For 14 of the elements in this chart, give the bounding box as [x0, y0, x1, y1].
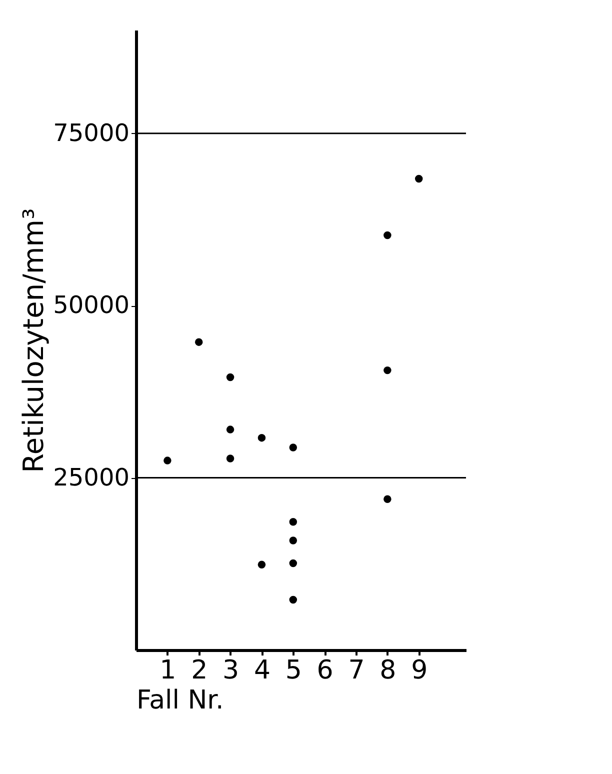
x-tick-label: 3: [222, 656, 240, 686]
y-tick-label: 75000: [53, 118, 130, 147]
x-tick-label: 6: [316, 656, 334, 686]
x-tick-label: 2: [191, 656, 208, 686]
x-tick-label: 7: [348, 656, 365, 686]
x-axis-title: Fall Nr.: [136, 686, 224, 716]
y-tick-label: 50000: [53, 291, 130, 320]
x-tick-label: 5: [285, 656, 302, 686]
x-tick-label: 9: [411, 656, 428, 686]
x-tick-label: 8: [380, 656, 396, 686]
y-tick-label: 25000: [53, 463, 130, 492]
x-tick-label: 4: [254, 656, 270, 686]
y-axis-title: Retikulozyten/mm³: [17, 208, 50, 473]
x-tick-label: 1: [160, 656, 176, 686]
